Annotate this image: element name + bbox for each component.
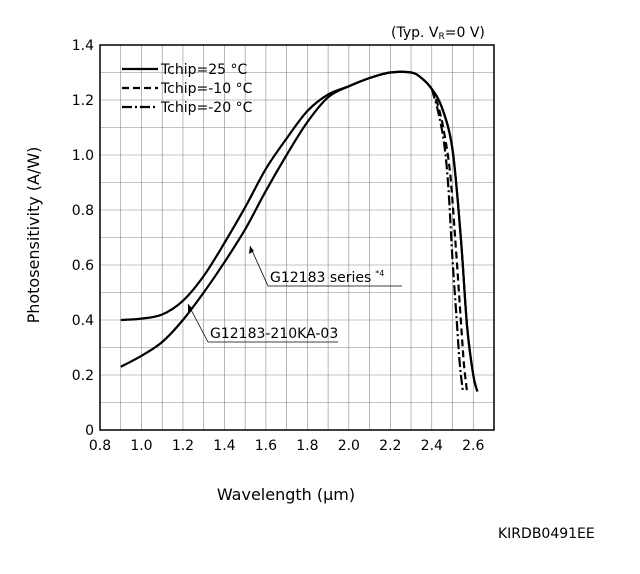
tick-labels: 0.8 1.0 1.2 1.4 1.6 1.8 2.0 2.2 2.4 2.6 0 0.2 0.4 0.6… bbox=[72, 38, 485, 454]
series-line-3 bbox=[430, 88, 464, 392]
grid bbox=[100, 45, 494, 430]
y-tick-label: 0.2 bbox=[72, 368, 94, 384]
x-tick-label: 1.8 bbox=[296, 438, 318, 454]
x-tick-label: 1.6 bbox=[255, 438, 277, 454]
document-code: KIRDB0491EE bbox=[498, 526, 595, 542]
legend-label-minus10: Tchip=-10 °C bbox=[160, 81, 253, 97]
x-tick-label: 2.6 bbox=[462, 438, 484, 454]
condition-label: (Typ. VR=0 V) bbox=[391, 25, 485, 42]
plot-frame bbox=[99, 44, 495, 431]
legend-label-minus20: Tchip=-20 °C bbox=[160, 100, 253, 116]
annotation-arrowhead bbox=[188, 304, 193, 312]
x-tick-label: 1.0 bbox=[130, 438, 152, 454]
x-tick-label: 2.0 bbox=[338, 438, 360, 454]
y-tick-label: 0 bbox=[85, 423, 94, 439]
y-tick-label: 0.6 bbox=[72, 258, 94, 274]
x-tick-label: 2.4 bbox=[421, 438, 443, 454]
x-axis-label: Wavelength (µm) bbox=[217, 485, 355, 504]
x-tick-label: 1.2 bbox=[172, 438, 194, 454]
series-line-1 bbox=[120, 70, 479, 392]
annotation-label: G12183 series *4 bbox=[270, 269, 384, 286]
y-tick-label: 1.0 bbox=[72, 148, 94, 164]
annotation-g12183-series: G12183 series *4 bbox=[249, 245, 402, 287]
y-tick-label: 1.2 bbox=[72, 93, 94, 109]
y-tick-label: 0.4 bbox=[72, 313, 94, 329]
legend-label-25: Tchip=25 °C bbox=[160, 62, 248, 78]
series-group bbox=[120, 70, 479, 392]
legend: Tchip=25 °C Tchip=-10 °C Tchip=-20 °C bbox=[122, 62, 253, 116]
y-axis-label: Photosensitivity (A/W) bbox=[24, 147, 43, 324]
y-tick-label: 0.8 bbox=[72, 203, 94, 219]
series-line-0 bbox=[120, 70, 479, 392]
x-tick-label: 1.4 bbox=[213, 438, 235, 454]
annotation-label: G12183-210KA-03 bbox=[210, 326, 338, 342]
x-tick-label: 0.8 bbox=[89, 438, 111, 454]
annotation-arrowhead bbox=[249, 246, 254, 254]
annotation-leader bbox=[249, 245, 269, 287]
y-tick-label: 1.4 bbox=[72, 38, 94, 54]
x-tick-label: 2.2 bbox=[379, 438, 401, 454]
annotation-g12183-210ka-03: G12183-210KA-03 bbox=[187, 303, 338, 343]
annotation-leader bbox=[187, 303, 209, 343]
